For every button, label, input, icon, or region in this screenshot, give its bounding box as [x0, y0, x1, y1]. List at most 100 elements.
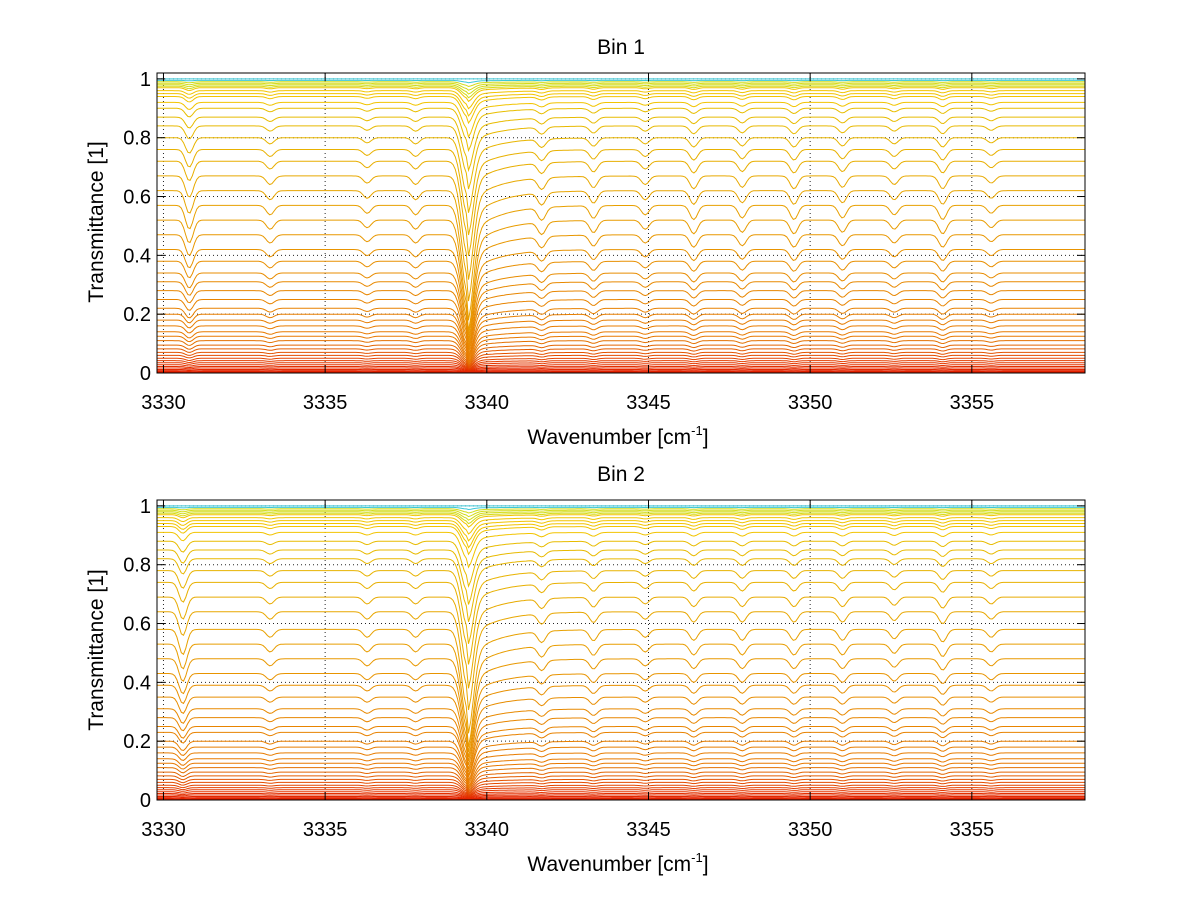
transmittance-trace [157, 116, 1085, 173]
transmittance-trace [157, 696, 1085, 766]
x-tick-label: 3330 [141, 392, 186, 414]
y-tick-label: 0.4 [123, 672, 151, 694]
bin-2-axes-frame [156, 499, 1086, 801]
transmittance-trace [157, 514, 1085, 528]
y-tick-label: 0 [140, 790, 151, 812]
x-tick-label: 3355 [950, 819, 995, 841]
x-tick-label: 3335 [303, 392, 348, 414]
transmittance-trace [157, 762, 1085, 789]
transmittance-trace [157, 325, 1085, 362]
transmittance-trace [157, 752, 1085, 786]
transmittance-trace [157, 366, 1085, 372]
transmittance-trace [157, 313, 1085, 359]
x-tick-label: 3340 [465, 392, 510, 414]
y-tick-label: 0.2 [123, 304, 151, 326]
x-tick-label: 3350 [788, 819, 833, 841]
transmittance-trace [157, 137, 1085, 213]
transmittance-trace [157, 125, 1085, 190]
transmittance-trace [157, 371, 1085, 374]
bin-1-xlabel-sup: -1 [691, 423, 703, 438]
bin-1-xlabel-suffix: ] [703, 426, 709, 449]
transmittance-trace [157, 787, 1085, 797]
x-tick-label: 3330 [141, 819, 186, 841]
transmittance-trace [157, 84, 1085, 95]
y-tick-label: 1 [140, 69, 151, 91]
transmittance-trace [157, 708, 1085, 770]
transmittance-trace [157, 319, 1085, 360]
transmittance-trace [157, 508, 1085, 514]
bin-1-panel: Bin 1 3330 3335 3340 3345 3350 3355 0 0.2 0.4 0.6… [85, 36, 1086, 449]
transmittance-trace [157, 798, 1085, 801]
bin-1-traces [157, 78, 1085, 374]
y-tick-label: 0.6 [123, 614, 151, 636]
y-tick-label: 0.2 [123, 731, 151, 753]
transmittance-trace [157, 354, 1085, 369]
transmittance-trace [157, 360, 1085, 371]
transmittance-trace [157, 781, 1085, 795]
transmittance-trace [157, 85, 1085, 99]
transmittance-trace [157, 364, 1085, 372]
bin-1-grid [157, 73, 1085, 373]
transmittance-trace [157, 96, 1085, 125]
transmittance-trace [157, 348, 1085, 368]
transmittance-trace [157, 190, 1085, 302]
y-tick-label: 0.4 [123, 245, 151, 267]
transmittance-trace [157, 93, 1085, 117]
transmittance-trace [157, 357, 1085, 370]
transmittance-trace [157, 726, 1085, 777]
transmittance-trace [157, 611, 1085, 711]
transmittance-trace [157, 512, 1085, 525]
y-tick-label: 0 [140, 363, 151, 385]
y-tick-label: 1 [140, 496, 151, 518]
transmittance-trace [157, 791, 1085, 798]
transmittance-trace [157, 107, 1085, 153]
bin-1-axes-frame [156, 72, 1086, 374]
bin-2-title: Bin 2 [597, 463, 645, 486]
transmittance-trace [157, 775, 1085, 793]
transmittance-trace [157, 175, 1085, 280]
transmittance-trace [157, 523, 1085, 549]
bin-2-panel: Bin 2 3330 3335 3340 3345 3350 3355 0 0.2 0.4 0.6… [85, 463, 1086, 876]
transmittance-trace [157, 290, 1085, 351]
transmittance-trace [157, 797, 1085, 800]
bin-1-xlabel: Wavenumber [cm-1] [527, 423, 708, 449]
bin-2-xlabel-suffix: ] [703, 853, 709, 876]
transmittance-trace [157, 570, 1085, 644]
transmittance-trace [157, 335, 1085, 364]
transmittance-trace [157, 204, 1085, 321]
transmittance-trace [157, 340, 1085, 366]
y-tick-label: 0.8 [123, 128, 151, 150]
transmittance-trace [157, 531, 1085, 569]
transmittance-trace [157, 794, 1085, 799]
transmittance-trace [157, 796, 1085, 800]
transmittance-trace [157, 673, 1085, 758]
transmittance-trace [157, 351, 1085, 369]
bin-2-ylabel: Transmittance [1] [85, 569, 108, 730]
bin-1-ticks: 3330 3335 3340 3345 3350 3355 0 0.2 0.4 0.6 0.8 1 [123, 69, 1085, 414]
y-tick-label: 0.6 [123, 187, 151, 209]
transmittance-trace [157, 299, 1085, 355]
transmittance-trace [157, 746, 1085, 784]
transmittance-trace [157, 784, 1085, 796]
transmittance-trace [157, 684, 1085, 762]
transmittance-trace [157, 658, 1085, 753]
transmittance-trace [157, 731, 1085, 779]
transmittance-trace [157, 558, 1085, 622]
transmittance-trace [157, 260, 1085, 343]
transmittance-trace [157, 581, 1085, 665]
transmittance-trace [157, 370, 1085, 373]
transmittance-trace [157, 331, 1085, 363]
transmittance-trace [157, 160, 1085, 256]
transmittance-trace [157, 511, 1085, 521]
transmittance-trace [157, 371, 1085, 374]
bin-2-xlabel: Wavenumber [cm-1] [527, 850, 708, 876]
transmittance-trace [157, 369, 1085, 373]
transmittance-trace [157, 740, 1085, 782]
transmittance-trace [157, 789, 1085, 798]
transmittance-trace [157, 79, 1085, 84]
x-tick-label: 3345 [626, 819, 671, 841]
transmittance-trace [157, 628, 1085, 734]
x-tick-label: 3345 [626, 392, 671, 414]
transmittance-trace [157, 367, 1085, 373]
transmittance-trace [157, 82, 1085, 91]
